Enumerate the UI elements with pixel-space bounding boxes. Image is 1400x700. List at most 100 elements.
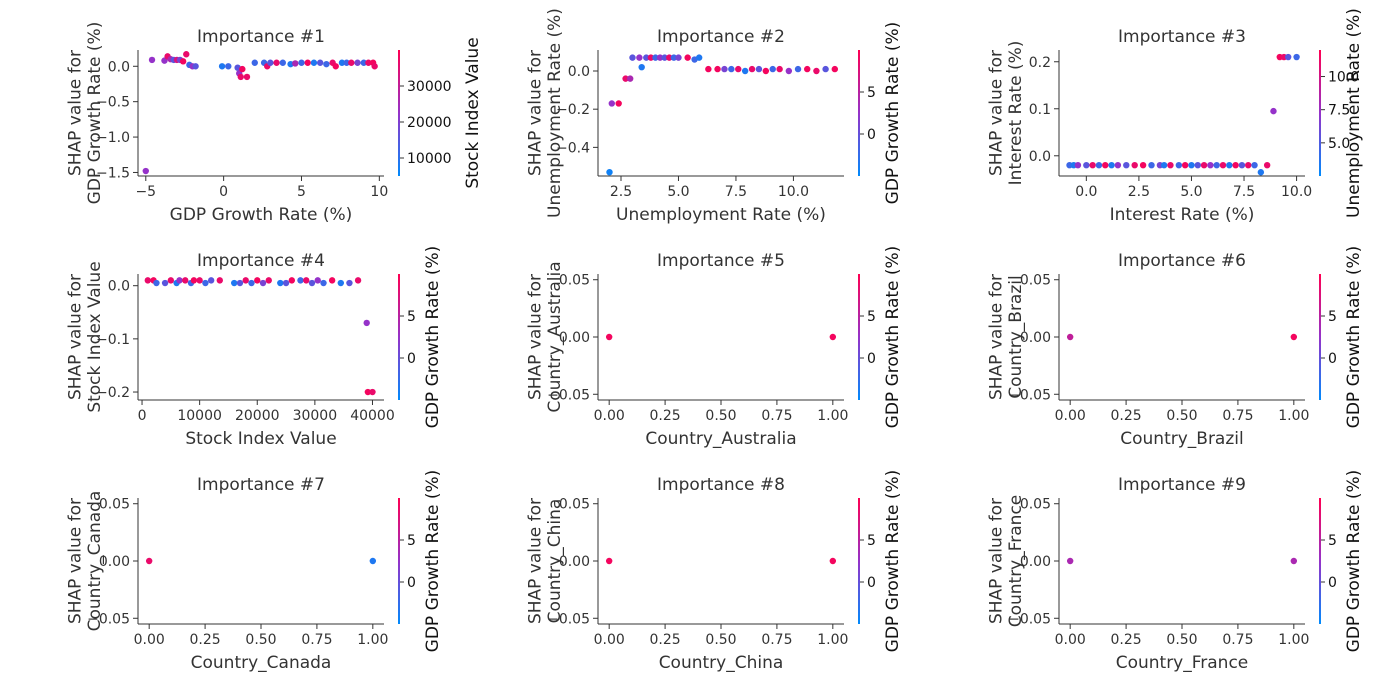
x-tick-label: 0.00 [1055, 632, 1086, 648]
data-point [1083, 161, 1090, 169]
data-point [239, 65, 246, 73]
data-point [1284, 53, 1292, 61]
x-tick-label: 10 [370, 184, 388, 200]
data-point [182, 277, 189, 284]
y-axis-label: SHAP value forCountry_Brazil [986, 274, 1026, 400]
data-point [666, 54, 673, 61]
x-tick-label: 10000 [177, 408, 222, 424]
x-tick-label: 0.25 [1111, 632, 1142, 648]
data-point [656, 54, 664, 61]
data-point [218, 63, 226, 70]
chart-title: Importance #2 [657, 27, 785, 47]
data-point [1114, 161, 1122, 169]
data-point [675, 54, 682, 61]
y-tick-label: −0.4 [556, 140, 590, 156]
data-point [298, 59, 305, 66]
y-axis-label-line: Interest Rate (%) [1006, 41, 1026, 186]
y-tick-label: −0.05 [1008, 611, 1051, 627]
data-point [236, 279, 244, 287]
data-point [615, 100, 622, 107]
colorbar [858, 50, 860, 176]
x-tick-label: 30000 [293, 408, 338, 424]
colorbar-tick-label: 20000 [407, 115, 452, 131]
colorbar-tick-label: 0 [867, 575, 876, 591]
x-tick-label: 1.00 [817, 408, 848, 424]
data-point [167, 277, 175, 284]
x-tick-label: 0.00 [134, 632, 165, 648]
x-tick-label: 0.75 [761, 632, 792, 648]
y-tick-label: −0.2 [96, 385, 130, 401]
data-point [647, 54, 655, 61]
data-point [346, 279, 353, 287]
data-point [762, 67, 770, 75]
colorbar-tick-label: 30000 [407, 79, 452, 95]
colorbar-label: GDP Growth Rate (%) [883, 470, 903, 653]
x-axis-label: Country_Canada [191, 653, 332, 673]
x-tick-label: 1.00 [357, 632, 388, 648]
x-tick-label: 10.0 [1281, 184, 1312, 200]
data-point [1102, 161, 1109, 169]
colorbar-label: GDP Growth Rate (%) [1344, 246, 1364, 429]
y-tick-label: −0.05 [87, 611, 130, 627]
x-axis-label: Stock Index Value [185, 429, 336, 449]
data-point [259, 279, 267, 287]
x-tick-label: 5 [297, 184, 306, 200]
data-point [728, 65, 735, 73]
y-axis-label-line: Unemployment Rate (%) [545, 8, 565, 218]
colorbar [1319, 50, 1321, 176]
chart-title: Importance #6 [1118, 251, 1246, 271]
y-axis-label: SHAP value forCountry_Australia [525, 261, 565, 412]
y-tick-label: 0.0 [108, 279, 130, 295]
data-point [183, 51, 190, 58]
chart-panel-8: Importance #80.00 0.25 0.50 0.75 1.00−0.050.… [525, 470, 903, 673]
y-axis-label-line: SHAP value for [65, 498, 85, 624]
data-point [831, 65, 839, 73]
colorbar-tick-label: 5 [1328, 309, 1337, 325]
data-point [748, 65, 756, 73]
x-tick-label: 20000 [235, 408, 280, 424]
data-point [369, 388, 376, 396]
data-point [776, 65, 783, 73]
data-point [1270, 107, 1277, 115]
y-tick-label: 0.2 [1029, 55, 1051, 71]
y-tick-label: −0.2 [556, 102, 590, 118]
chart-panel-4: Importance #4 0 10000 20000 30000 40000 −0.2 −0… [65, 246, 443, 449]
colorbar [1319, 274, 1321, 400]
data-point [721, 65, 728, 73]
data-point [605, 557, 613, 565]
data-point [267, 59, 274, 66]
x-tick-label: 0.25 [1111, 408, 1142, 424]
data-point [1200, 161, 1208, 169]
data-point [369, 557, 377, 565]
data-point [338, 59, 346, 66]
x-tick-label: 0 [219, 184, 228, 200]
data-point [1131, 161, 1138, 169]
colorbar-tick-label: 10000 [407, 151, 452, 167]
x-tick-label: 5.0 [667, 184, 689, 200]
colorbar [398, 274, 400, 400]
data-point [1095, 161, 1103, 169]
chart-panel-7: Importance #70.00 0.25 0.50 0.75 1.00−0.050.… [65, 470, 443, 673]
data-point [1089, 161, 1096, 169]
x-tick-label: 0.00 [1055, 408, 1086, 424]
x-tick-label: 0.50 [245, 632, 276, 648]
y-axis-label: SHAP value forGDP Growth Rate (%) [65, 22, 105, 205]
colorbar-tick-label: 0 [1328, 575, 1337, 591]
x-tick-label: 10.0 [778, 184, 809, 200]
x-tick-label: 0.50 [705, 408, 736, 424]
data-point [741, 67, 749, 75]
data-point [1066, 333, 1074, 341]
data-point [714, 65, 721, 73]
y-axis-label-line: Country_France [1006, 495, 1026, 628]
chart-title: Importance #1 [197, 27, 325, 47]
x-tick-label: 1.00 [1278, 408, 1309, 424]
data-point [794, 65, 802, 73]
y-axis-label-line: Country_Brazil [1006, 275, 1026, 398]
y-tick-label: −1.5 [96, 165, 130, 181]
colorbar [858, 498, 860, 624]
y-axis-label: SHAP value forUnemployment Rate (%) [525, 8, 565, 218]
data-point [1226, 161, 1233, 169]
data-point [153, 279, 160, 287]
data-point [243, 73, 251, 81]
data-point [1245, 161, 1252, 169]
